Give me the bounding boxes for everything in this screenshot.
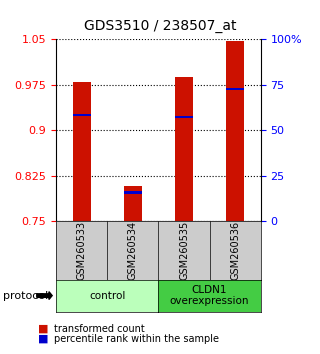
Text: GSM260533: GSM260533	[76, 221, 87, 280]
Text: ■: ■	[38, 334, 49, 344]
Bar	[124, 192, 142, 194]
Bar	[175, 77, 193, 221]
Text: GSM260536: GSM260536	[230, 221, 240, 280]
Text: control: control	[89, 291, 125, 301]
Bar	[226, 87, 244, 90]
Text: percentile rank within the sample: percentile rank within the sample	[54, 334, 220, 344]
Bar	[73, 114, 91, 116]
Bar	[175, 115, 193, 118]
Bar	[124, 186, 142, 221]
Text: GDS3510 / 238507_at: GDS3510 / 238507_at	[84, 19, 236, 34]
Bar	[73, 82, 91, 221]
Bar	[226, 41, 244, 221]
Text: GSM260535: GSM260535	[179, 221, 189, 280]
Text: protocol: protocol	[3, 291, 48, 301]
Text: ■: ■	[38, 324, 49, 333]
Text: transformed count: transformed count	[54, 324, 145, 333]
Text: GSM260534: GSM260534	[128, 221, 138, 280]
Text: CLDN1
overexpression: CLDN1 overexpression	[170, 285, 249, 307]
